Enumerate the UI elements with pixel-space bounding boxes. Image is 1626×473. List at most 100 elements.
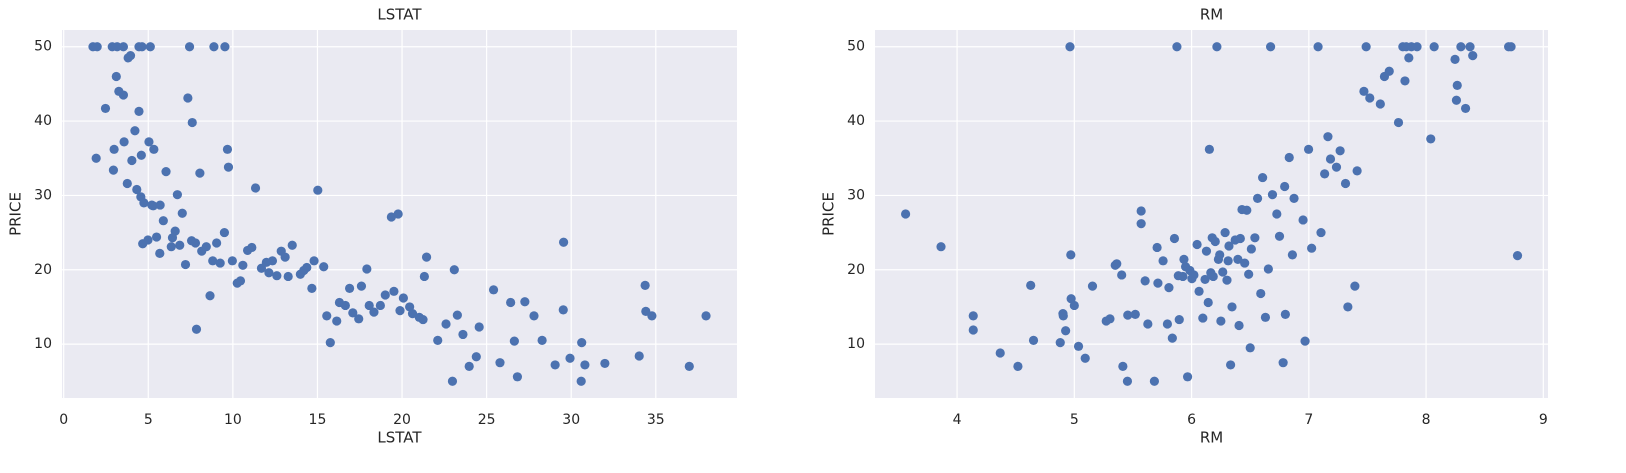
chart-title: LSTAT (377, 6, 422, 24)
x-tick-label: 4 (953, 412, 962, 428)
point (1203, 297, 1213, 308)
y-tick-label: 30 (34, 187, 52, 203)
point (223, 162, 234, 172)
point (215, 258, 225, 268)
y-tick-label: 10 (34, 336, 52, 352)
point (1320, 169, 1330, 179)
point (1065, 42, 1075, 52)
point (418, 314, 428, 325)
point (354, 314, 364, 324)
x-tick-label: 6 (1187, 412, 1196, 428)
point (1242, 205, 1252, 215)
point (1218, 267, 1228, 277)
y-tick-label: 40 (34, 113, 52, 129)
point (1300, 336, 1310, 346)
point (1450, 54, 1460, 64)
point (1287, 250, 1298, 260)
point (364, 300, 374, 311)
point (1172, 42, 1182, 52)
point (389, 286, 399, 296)
point (1233, 254, 1243, 264)
point (1143, 319, 1153, 329)
point (580, 360, 590, 370)
point (155, 248, 165, 259)
point (122, 178, 132, 189)
point (1028, 335, 1039, 345)
point (1226, 360, 1236, 370)
point (1280, 309, 1290, 319)
point (1258, 172, 1268, 183)
point (1289, 193, 1299, 203)
point (319, 262, 329, 272)
point (1058, 311, 1068, 321)
point (1223, 256, 1233, 266)
point (995, 348, 1005, 358)
point (1272, 209, 1282, 219)
point (344, 283, 355, 293)
point (398, 293, 408, 303)
point (506, 297, 516, 308)
point (170, 226, 180, 236)
point (208, 256, 218, 266)
point (158, 216, 168, 226)
point (1316, 227, 1326, 238)
chart-title: RM (1200, 6, 1223, 24)
point (684, 361, 694, 372)
point (441, 319, 451, 329)
point (1384, 66, 1394, 76)
point (1061, 326, 1071, 336)
point (458, 329, 468, 340)
point (190, 238, 201, 248)
point (1352, 166, 1362, 176)
point (212, 238, 222, 248)
x-tick-label: 9 (1539, 412, 1548, 428)
point (488, 285, 499, 295)
point (184, 42, 195, 52)
x-tick-label: 30 (562, 412, 580, 428)
x-tick-label: 0 (59, 412, 68, 428)
point (180, 259, 191, 270)
point (1256, 288, 1266, 299)
point (1069, 300, 1079, 311)
point (109, 144, 119, 154)
point (968, 311, 978, 321)
point (447, 376, 458, 386)
point (144, 137, 154, 147)
point (1013, 361, 1023, 372)
point (1118, 361, 1128, 372)
point (1222, 275, 1232, 285)
point (91, 153, 101, 163)
point (1468, 51, 1478, 61)
point (1325, 154, 1336, 164)
point (1136, 219, 1146, 229)
point (393, 209, 403, 219)
point (471, 352, 481, 362)
point (235, 276, 246, 286)
x-tick-label: 7 (1304, 412, 1313, 428)
point (111, 71, 121, 82)
point (1512, 251, 1523, 261)
point (1198, 313, 1208, 323)
point (421, 252, 432, 262)
point (283, 271, 293, 282)
point (1451, 95, 1462, 105)
point (1153, 278, 1163, 288)
point (127, 155, 137, 166)
point (307, 283, 317, 293)
point (1212, 42, 1222, 52)
point (1284, 152, 1294, 163)
point (1112, 259, 1122, 269)
point (287, 240, 297, 250)
point (149, 144, 159, 154)
point (332, 316, 342, 326)
y-tick-label: 30 (847, 187, 865, 203)
y-tick-label: 50 (34, 39, 52, 55)
point (1331, 162, 1342, 172)
x-tick-label: 35 (647, 412, 665, 428)
point (640, 280, 650, 290)
point (1412, 42, 1422, 52)
point (1169, 233, 1180, 244)
x-tick-label: 5 (1070, 412, 1079, 428)
point (227, 256, 237, 266)
point (1250, 233, 1260, 243)
